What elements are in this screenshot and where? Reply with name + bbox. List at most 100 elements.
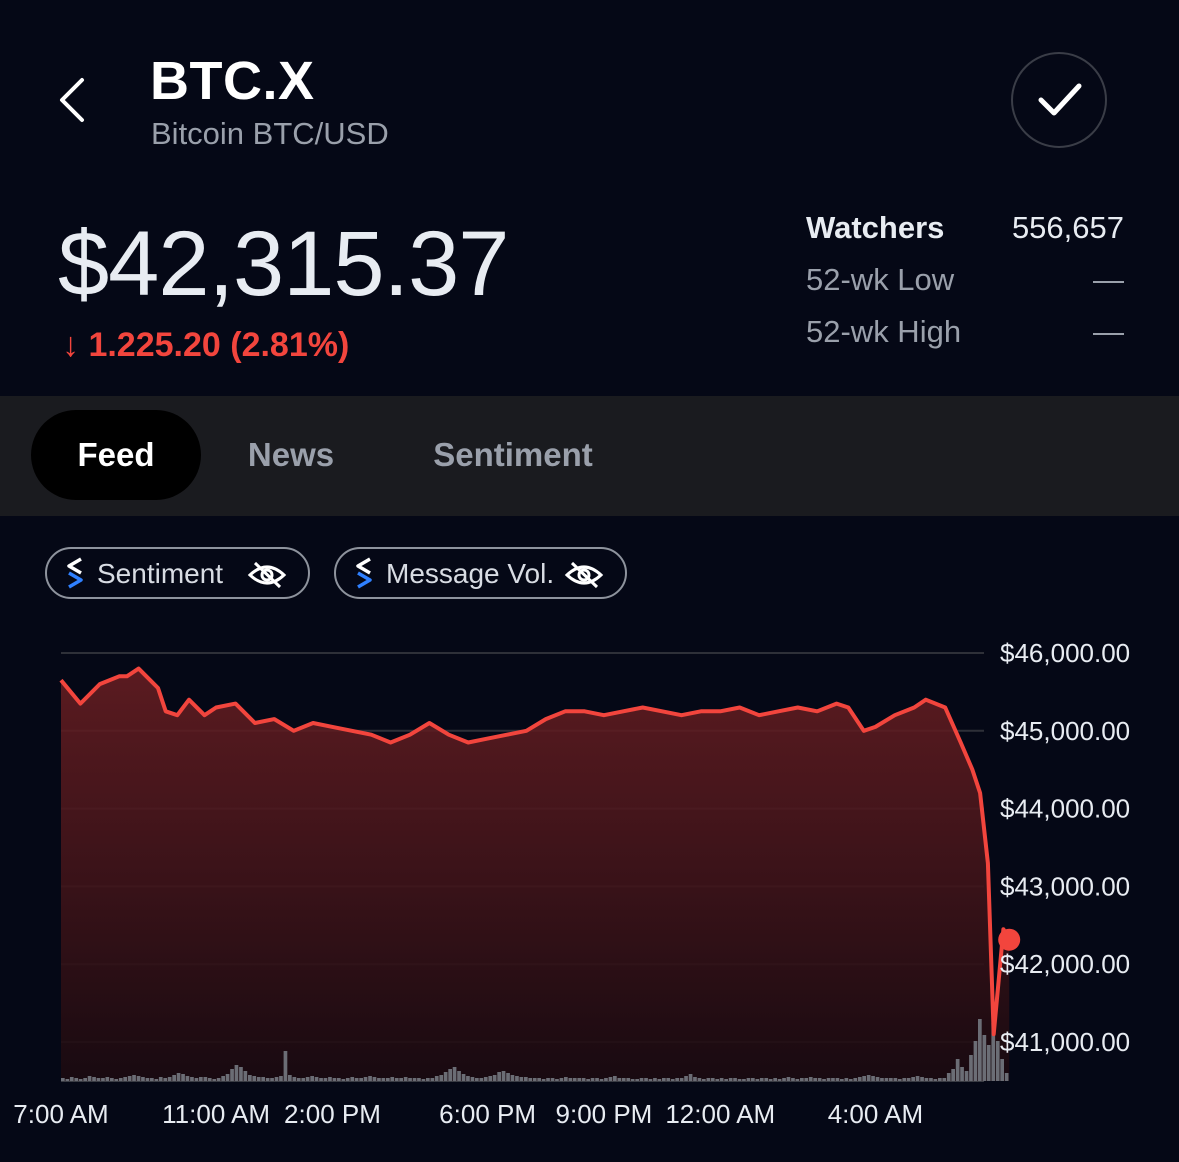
volume-bar [906,1078,911,1081]
volume-bar [889,1078,893,1081]
volume-bar [911,1077,915,1081]
volume-bar [301,1078,306,1081]
volume-bar [457,1071,461,1081]
volume-bar [924,1078,929,1081]
volume-bar [835,1078,840,1081]
volume-bar [559,1078,564,1081]
stocktwits-logo-icon [67,557,83,589]
y-tick-label: $46,000.00 [1000,638,1130,668]
volume-bar [430,1078,435,1081]
tab-news[interactable]: News [247,436,335,473]
price-chart[interactable]: $46,000.00 $45,000.00 $44,000.00 $43,000.00… [0,620,1179,1150]
volume-bar [163,1078,168,1081]
volume-bar [252,1076,257,1081]
asset-name: Bitcoin BTC/USD [151,116,389,151]
volume-bar [501,1071,506,1081]
volume-bar [461,1074,466,1081]
volume-bar [466,1076,470,1081]
volume-bar [639,1078,644,1081]
volume-bar [515,1076,519,1081]
volume-bar [185,1076,190,1081]
volume-bar [572,1078,577,1081]
y-tick-label: $44,000.00 [1000,794,1130,824]
tab-sentiment[interactable]: Sentiment [433,436,593,473]
volume-bar [986,1045,991,1081]
volume-bar [61,1078,65,1081]
52wk-low-value: — [1093,262,1124,297]
y-tick-label: $43,000.00 [1000,871,1130,901]
tab-feed[interactable]: Feed [31,410,201,500]
volume-bar [399,1078,403,1081]
volume-bar [742,1079,746,1081]
chevron-left-icon [60,78,84,122]
volume-bar [991,1023,996,1081]
volume-bar [969,1055,973,1081]
watch-button[interactable] [1011,52,1107,148]
volume-bar [488,1076,493,1081]
volume-bar [568,1078,573,1081]
volume-bar [408,1078,412,1081]
volume-bar [746,1078,751,1081]
volume-bar [751,1078,755,1081]
volume-bar [497,1072,501,1081]
volume-bar [782,1078,786,1081]
volume-bar [657,1079,662,1081]
volume-bar [310,1076,314,1081]
volume-bar [394,1078,399,1081]
volume-bar [537,1078,541,1081]
volume-bar [479,1078,484,1081]
x-tick-label: 4:00 AM [828,1099,923,1129]
volume-bar [243,1071,248,1081]
volume-bar [942,1078,947,1081]
volume-bar [150,1078,154,1081]
volume-bar [532,1078,537,1081]
volume-bar [96,1078,101,1081]
volume-bar [590,1078,595,1081]
price-area-fill [61,668,1010,1081]
volume-bar [261,1077,265,1081]
volume-bar [386,1078,390,1081]
volume-bar [817,1078,822,1081]
volume-bar [604,1078,608,1081]
volume-bar [915,1076,920,1081]
volume-bar [181,1074,185,1081]
volume-bar [510,1075,515,1081]
volume-bar [946,1073,951,1081]
x-tick-label: 11:00 AM [162,1099,270,1129]
stocktwits-logo-icon [356,557,372,589]
sentiment-toggle-chip[interactable]: Sentiment [45,547,310,599]
x-tick-label: 12:00 AM [665,1099,775,1129]
volume-bar [69,1077,74,1081]
volume-bar [78,1079,83,1081]
volume-bar [662,1078,666,1081]
volume-bar [354,1078,359,1081]
volume-bar [670,1079,675,1081]
volume-bar [127,1076,132,1081]
volume-bar [1000,1059,1004,1081]
eye-off-icon [564,561,604,589]
eye-off-icon [247,561,287,589]
volume-bar [666,1078,671,1081]
volume-bar [564,1077,568,1081]
volume-bar [978,1019,982,1081]
volume-bar [412,1078,417,1081]
volume-bar [328,1077,332,1081]
volume-bar [296,1078,301,1081]
volume-bar [546,1078,550,1081]
volume-bar [902,1078,907,1081]
volume-bar [724,1079,728,1081]
tab-bar: Feed News Sentiment [0,396,1179,516]
volume-bar [697,1078,702,1081]
volume-bar [577,1078,582,1081]
52wk-high-label: 52-wk High [806,314,962,349]
volume-bar [421,1079,426,1081]
volume-bar [679,1078,684,1081]
volume-bar [212,1079,217,1081]
volume-bar [359,1078,363,1081]
volume-bar [599,1079,604,1081]
message-volume-toggle-chip[interactable]: Message Vol. [334,547,627,599]
volume-bar [350,1077,355,1081]
volume-bar [292,1077,297,1081]
back-button[interactable] [52,70,100,130]
volume-bar [844,1078,849,1081]
